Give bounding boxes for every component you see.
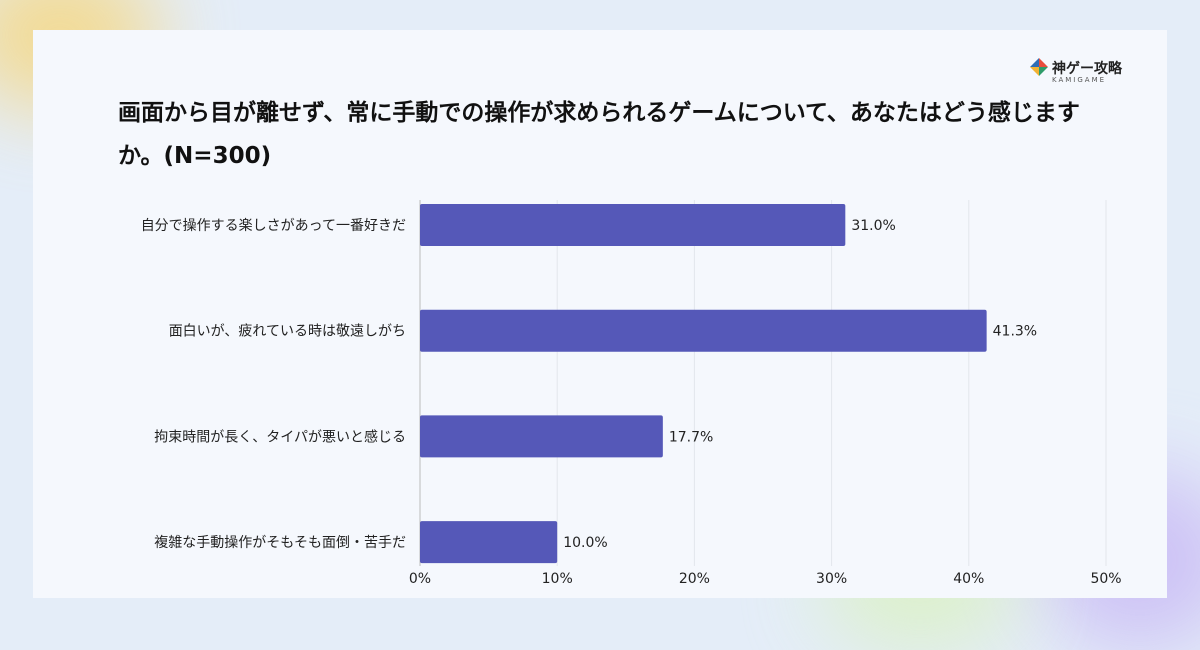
brand-icon [1030, 58, 1048, 76]
chart-title: 画面から目が離せず、常に手動での操作が求められるゲームについて、あなたはどう感じ… [118, 100, 1080, 169]
bar [420, 309, 987, 352]
bar [420, 521, 558, 564]
bar [420, 204, 846, 246]
brand: 神ゲー攻略 KAMIGAME [1030, 58, 1122, 84]
x-tick-label: 30% [816, 571, 847, 587]
value-label: 41.3% [993, 324, 1037, 340]
chart: 0% 10% 20% 30% 40% 50% 自分で操作する楽しさがあって一番好きだ 31.0… [141, 200, 1122, 587]
value-label: 17.7% [669, 429, 713, 445]
x-tick-label: 50% [1090, 571, 1121, 587]
x-tick-label: 10% [542, 571, 573, 587]
y-tick-label: 拘束時間が長く、タイパが悪いと感じる [154, 428, 406, 445]
value-label: 31.0% [851, 218, 895, 234]
brand-sub: KAMIGAME [1052, 76, 1107, 84]
y-tick-label: 面白いが、疲れている時は敬遠しがち [169, 323, 406, 340]
bar [420, 415, 663, 458]
y-tick-label: 自分で操作する楽しさがあって一番好きだ [141, 218, 406, 234]
value-label: 10.0% [563, 535, 607, 551]
x-tick-label: 40% [953, 571, 984, 587]
brand-name: 神ゲー攻略 [1052, 61, 1122, 77]
x-tick-label: 20% [679, 571, 710, 587]
y-tick-label: 複雑な手動操作がそもそも面倒・苦手だ [154, 534, 406, 551]
x-tick-label: 0% [409, 571, 431, 587]
